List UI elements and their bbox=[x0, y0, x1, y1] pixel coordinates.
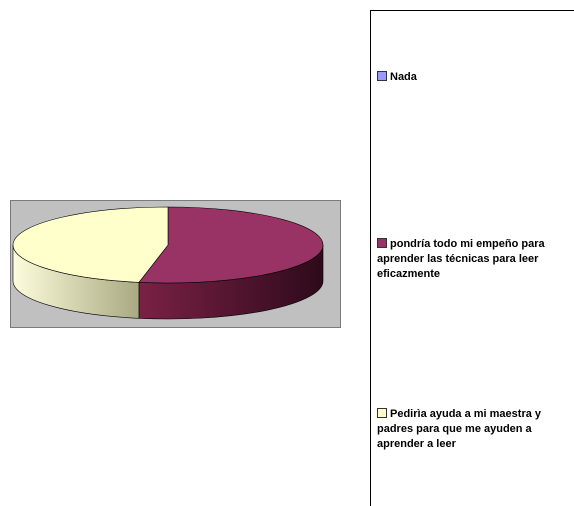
chart-plot-area bbox=[10, 200, 341, 328]
legend-label-ayuda: Pedirìa ayuda a mi maestra y padres para… bbox=[377, 408, 542, 450]
pie-slice-2 bbox=[12, 206, 169, 283]
legend-label-empeno: pondría todo mi empeño para aprender las… bbox=[377, 238, 545, 280]
legend-swatch-nada bbox=[377, 71, 387, 81]
legend-swatch-ayuda bbox=[377, 408, 387, 418]
legend-label-nada: Nada bbox=[390, 71, 417, 83]
legend-entry-empeno: pondría todo mi empeño para aprender las… bbox=[377, 237, 571, 282]
legend: Nada pondría todo mi empeño para aprende… bbox=[370, 10, 574, 506]
legend-entry-ayuda: Pedirìa ayuda a mi maestra y padres para… bbox=[377, 407, 571, 452]
legend-entry-nada: Nada bbox=[377, 70, 571, 85]
legend-swatch-empeno bbox=[377, 238, 387, 248]
pie-chart bbox=[12, 206, 324, 320]
pie-slice-1 bbox=[138, 206, 324, 284]
